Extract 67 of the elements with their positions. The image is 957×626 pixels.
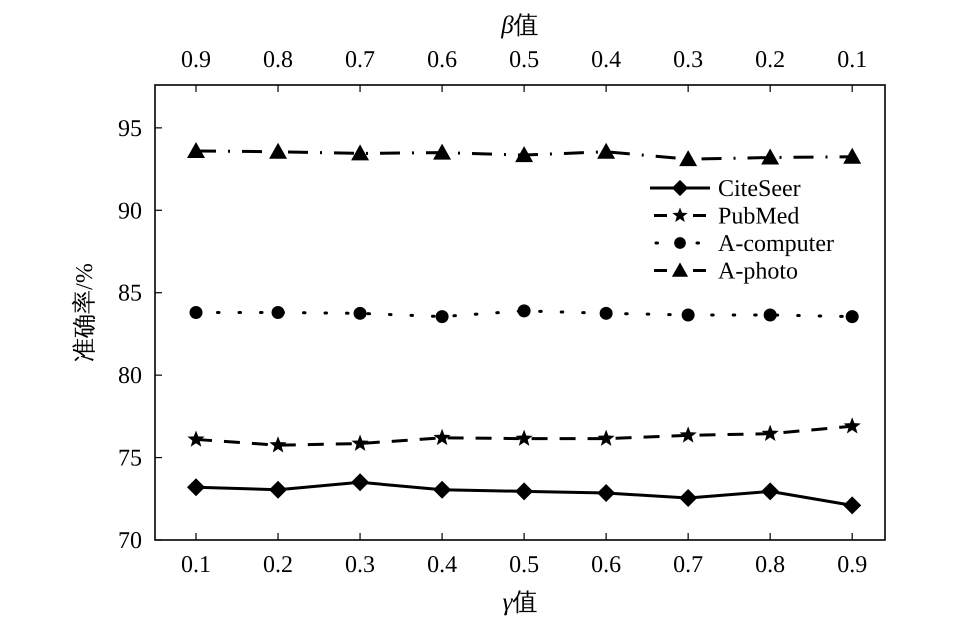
point bbox=[269, 142, 288, 159]
x2-tick-label: 0.1 bbox=[837, 47, 868, 73]
x-tick-label: 0.2 bbox=[263, 552, 294, 578]
x-tick-label: 0.8 bbox=[755, 552, 786, 578]
legend-label: PubMed bbox=[718, 204, 800, 230]
x-tick-label: 0.6 bbox=[591, 552, 622, 578]
x-tick-label: 0.9 bbox=[837, 552, 868, 578]
y-tick-label: 95 bbox=[118, 116, 142, 142]
legend-label: CiteSeer bbox=[718, 176, 801, 202]
point bbox=[846, 310, 859, 324]
legend-label: A-computer bbox=[718, 231, 834, 257]
xlabel: γ值 bbox=[502, 589, 538, 616]
x-tick-label: 0.3 bbox=[345, 552, 376, 578]
point bbox=[680, 426, 697, 443]
point bbox=[764, 308, 777, 322]
point bbox=[433, 144, 452, 160]
point bbox=[187, 430, 205, 447]
point bbox=[351, 473, 370, 492]
point bbox=[761, 148, 780, 165]
point bbox=[269, 480, 288, 499]
point bbox=[352, 434, 369, 451]
point bbox=[515, 146, 534, 162]
point bbox=[272, 306, 285, 319]
point bbox=[190, 306, 203, 319]
point bbox=[516, 430, 533, 446]
y-tick-label: 80 bbox=[118, 363, 142, 390]
x2-tick-label: 0.6 bbox=[427, 47, 458, 73]
point bbox=[515, 482, 534, 500]
x2-tick-label: 0.3 bbox=[673, 47, 704, 73]
point bbox=[518, 304, 531, 318]
point bbox=[843, 496, 862, 514]
point bbox=[434, 428, 451, 446]
point bbox=[187, 142, 206, 158]
point bbox=[354, 306, 367, 320]
x2label: β值 bbox=[501, 12, 539, 39]
x2-tick-label: 0.7 bbox=[345, 47, 376, 73]
point bbox=[436, 310, 449, 324]
legend-label: A-photo bbox=[718, 258, 798, 284]
point bbox=[597, 484, 616, 502]
point bbox=[682, 308, 695, 322]
point bbox=[351, 144, 370, 160]
x-tick-label: 0.4 bbox=[427, 552, 458, 578]
point bbox=[762, 424, 779, 441]
x2-tick-label: 0.8 bbox=[263, 47, 294, 73]
ylabel: 准确率/% bbox=[72, 263, 98, 362]
point bbox=[679, 488, 698, 507]
x-tick-label: 0.7 bbox=[673, 552, 704, 578]
point bbox=[844, 417, 861, 434]
point bbox=[761, 482, 780, 500]
point bbox=[187, 478, 206, 496]
point bbox=[597, 142, 616, 159]
point bbox=[679, 150, 698, 166]
x2-tick-label: 0.9 bbox=[181, 47, 212, 73]
point bbox=[600, 306, 613, 320]
x2-tick-label: 0.4 bbox=[591, 47, 622, 73]
x-tick-label: 0.1 bbox=[181, 552, 212, 578]
y-tick-label: 85 bbox=[118, 280, 142, 307]
x-tick-label: 0.5 bbox=[509, 552, 540, 578]
point bbox=[843, 148, 862, 164]
point bbox=[433, 480, 452, 499]
y-tick-label: 70 bbox=[118, 528, 142, 554]
point bbox=[598, 430, 615, 446]
x2-tick-label: 0.5 bbox=[509, 47, 540, 73]
y-tick-label: 75 bbox=[118, 446, 142, 472]
point bbox=[269, 436, 287, 452]
x2-tick-label: 0.2 bbox=[755, 47, 786, 73]
y-tick-label: 90 bbox=[118, 198, 142, 224]
